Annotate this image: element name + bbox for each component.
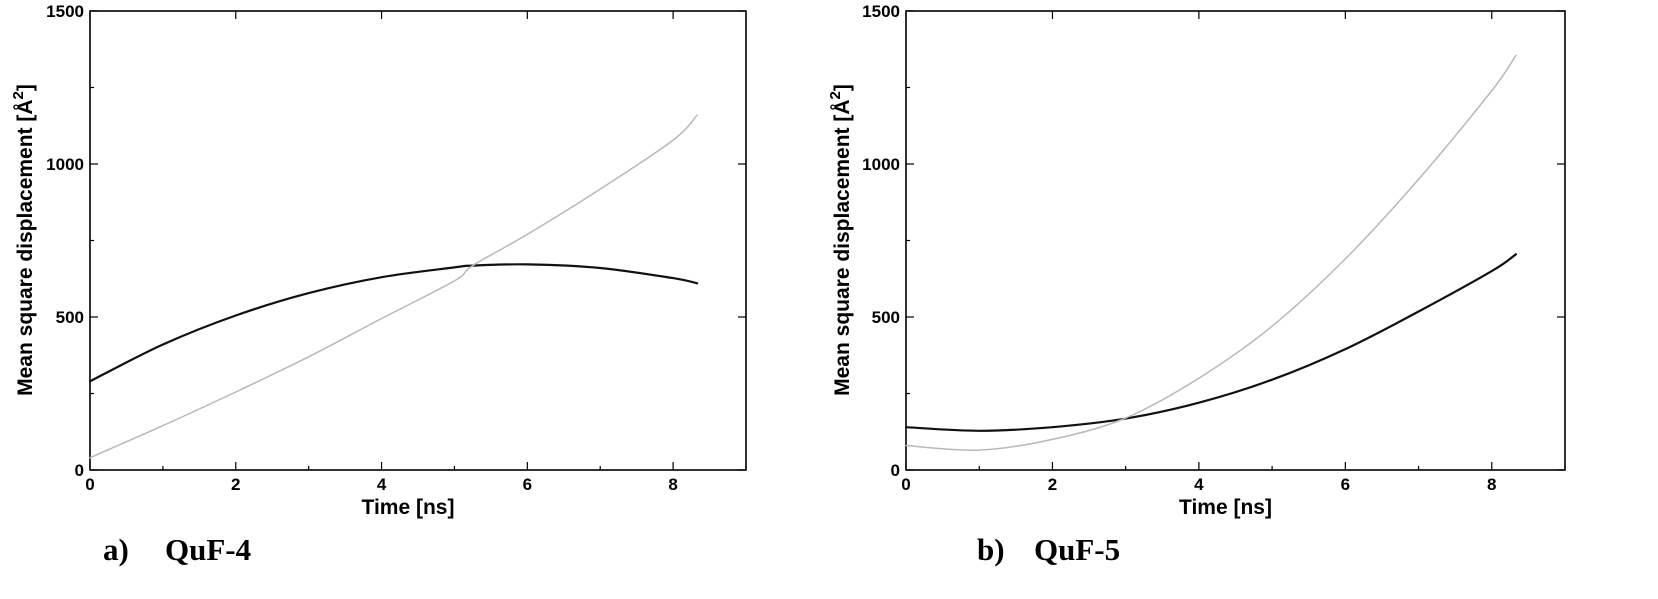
series-line-a-gray [89, 114, 698, 459]
x-tick-label-a-3: 6 [523, 475, 532, 494]
y-tick-label-a-0: 0 [75, 461, 84, 480]
x-axis-label-b: Time [ns] [1179, 496, 1272, 519]
x-tick-label-a-2: 4 [377, 475, 387, 494]
y-tick-label-b-1: 500 [872, 308, 900, 327]
x-tick-label-a-0: 0 [85, 475, 94, 494]
x-tick-label-b-1: 2 [1048, 475, 1057, 494]
y-ticks-a: 0 500 1000 1500 [46, 2, 746, 480]
y-tick-label-b-2: 1000 [862, 155, 900, 174]
y-tick-label-b-0: 0 [891, 461, 900, 480]
x-tick-label-b-4: 8 [1487, 475, 1496, 494]
series-group-a [88, 114, 699, 459]
series-line-a-black [88, 263, 699, 383]
y-axis-label-b: Mean square displacement [Å2] [827, 84, 854, 396]
series-group-b [904, 54, 1517, 451]
y-tick-label-b-3: 1500 [862, 2, 900, 21]
panel-b: 0 500 1000 1500 0 2 4 6 8 Time [ns] Mean square… [827, 2, 1566, 567]
y-tick-label-a-2: 1000 [46, 155, 84, 174]
panel-a: 0 500 1000 1500 0 2 4 6 8 Time [ns] Mean square… [10, 2, 747, 567]
y-tick-label-a-3: 1500 [46, 2, 84, 21]
x-tick-label-b-0: 0 [901, 475, 910, 494]
x-axis-label-a: Time [ns] [362, 496, 455, 519]
plot-frame-a [89, 10, 747, 471]
plot-frame-b [905, 10, 1566, 471]
series-line-b-black [904, 253, 1517, 432]
x-tick-label-b-3: 6 [1341, 475, 1350, 494]
x-tick-label-a-1: 2 [231, 475, 240, 494]
y-tick-label-a-1: 500 [56, 308, 84, 327]
y-axis-label-a: Mean square displacement [Å2] [10, 84, 37, 396]
x-tick-label-a-4: 8 [668, 475, 677, 494]
panel-name-a: QuF-4 [165, 532, 251, 567]
panel-name-b: QuF-5 [1034, 532, 1120, 567]
panel-letter-a: a) [103, 532, 129, 567]
series-line-b-gray [905, 54, 1517, 451]
x-tick-label-b-2: 4 [1194, 475, 1204, 494]
x-ticks-a: 0 2 4 6 8 [85, 11, 747, 494]
y-ticks-b: 0 500 1000 1500 [862, 2, 1565, 480]
x-ticks-b: 0 2 4 6 8 [901, 11, 1566, 494]
panel-letter-b: b) [977, 532, 1005, 567]
